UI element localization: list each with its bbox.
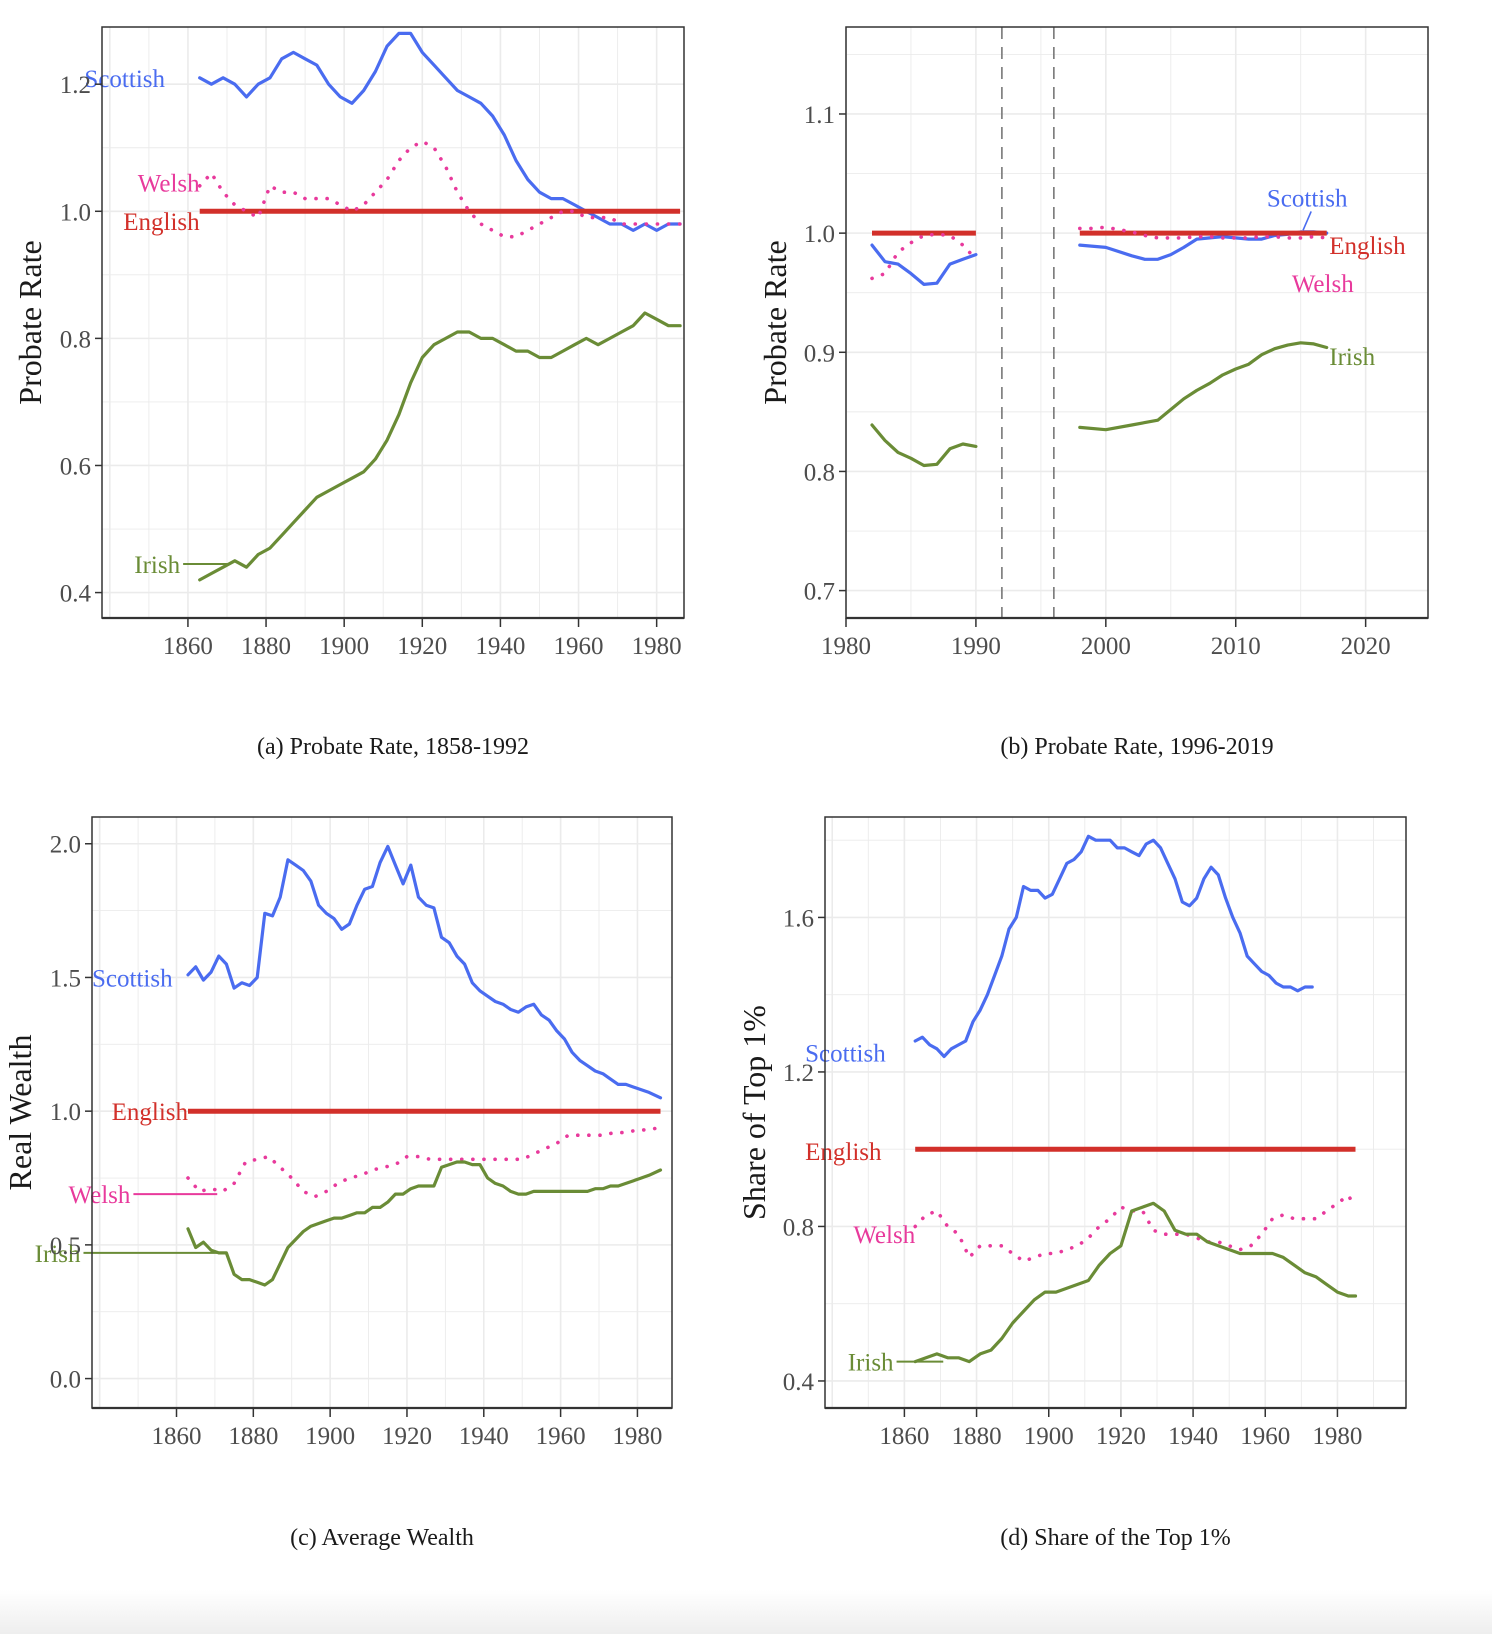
series-label-english: English [112,1099,189,1126]
series-label-irish: Irish [1329,344,1375,371]
x-tick-label: 1900 [1024,1423,1074,1450]
y-axis-title: Probate Rate [757,240,793,404]
x-tick-label: 1980 [821,633,871,660]
series-line-irish [186,1160,663,1287]
x-tick-label: 2020 [1341,633,1391,660]
y-tick-label: 1.0 [60,199,91,226]
x-tick-label: 1940 [1168,1423,1218,1450]
y-tick-label: 0.6 [60,453,91,480]
series-line-scottish [186,844,663,1100]
x-tick-label: 1900 [305,1423,355,1450]
series-label-welsh: Welsh [69,1182,131,1209]
x-tick-label: 2000 [1081,633,1131,660]
x-tick-label: 1980 [632,633,682,660]
x-tick-label: 1940 [475,633,525,660]
x-tick-label: 1860 [152,1423,202,1450]
x-tick-label: 1920 [397,633,447,660]
panel-caption: (b) Probate Rate, 1996-2019 [1000,734,1273,760]
x-tick-label: 1920 [382,1423,432,1450]
series-label-irish: Irish [848,1350,894,1377]
x-tick-label: 2010 [1211,633,1261,660]
series-line-irish [1078,341,1329,432]
plot-background [846,27,1428,618]
x-tick-label: 1940 [459,1423,509,1450]
page-footer-shade [0,1590,1492,1634]
x-tick-label: 1900 [319,633,369,660]
y-tick-label: 1.0 [50,1099,81,1126]
series-line-irish [913,1201,1358,1364]
series-line-scottish [198,31,682,232]
x-tick-label: 1960 [1240,1423,1290,1450]
y-tick-label: 0.5 [50,1233,81,1260]
y-tick-label: 0.8 [60,326,91,353]
panel-caption: (c) Average Wealth [290,1525,474,1551]
series-label-english: English [805,1139,882,1166]
panel-b: Scottish English Welsh Irish 1980 1990 2000 201… [757,26,1429,760]
series-label-welsh: Welsh [138,171,200,198]
plot-background [102,27,684,618]
y-tick-label: 0.7 [804,579,835,606]
y-axis-title: Share of Top 1% [736,1005,772,1220]
series-label-irish: Irish [35,1241,81,1268]
y-tick-label: 0.9 [804,340,835,367]
series-line-welsh [870,232,978,281]
panel-caption: (a) Probate Rate, 1858-1992 [257,734,529,760]
x-tick-label: 1880 [952,1423,1002,1450]
y-tick-label: 0.4 [60,581,92,608]
x-tick-label: 1880 [228,1423,278,1450]
y-tick-label: 0.8 [804,459,835,486]
y-tick-label: 0.0 [50,1367,81,1394]
series-label-scottish: Scottish [84,66,165,93]
y-tick-label: 1.0 [804,221,835,248]
x-tick-label: 1980 [612,1423,662,1450]
x-tick-label: 1960 [536,1423,586,1450]
series-label-scottish: Scottish [1267,185,1348,212]
x-tick-label: 1880 [241,633,291,660]
series-line-welsh [186,1125,663,1199]
panel-d: Scottish English Welsh Irish 1860 1880 1900 192… [736,816,1407,1551]
panel-caption: (d) Share of the Top 1% [1000,1525,1230,1551]
y-tick-label: 1.5 [50,965,81,992]
y-tick-label: 1.1 [804,102,835,129]
series-line-scottish [913,834,1314,1059]
series-label-english: English [1329,233,1406,260]
plot-background [825,817,1406,1408]
series-label-irish: Irish [134,552,180,579]
series-line-scottish [870,243,978,286]
series-line-irish [870,423,978,468]
x-tick-label: 1980 [1312,1423,1362,1450]
panel-a: Scottish Welsh English Irish 1860 1880 1900 192… [12,26,685,760]
y-tick-label: 1.6 [783,905,814,932]
series-line-welsh [913,1193,1358,1263]
x-tick-label: 1990 [951,633,1001,660]
panel-c: Scottish English Welsh Irish 1860 1880 1900 192… [2,816,673,1551]
x-tick-label: 1920 [1096,1423,1146,1450]
label-leader-line [1302,211,1312,231]
y-tick-label: 0.4 [783,1369,815,1396]
series-label-scottish: Scottish [805,1041,886,1068]
series-label-english: English [123,209,200,236]
y-axis-title: Probate Rate [12,240,48,404]
series-line-irish [198,311,682,582]
series-label-scottish: Scottish [92,965,173,992]
y-tick-label: 1.2 [60,72,91,99]
x-tick-label: 1860 [163,633,213,660]
y-tick-label: 0.8 [783,1214,814,1241]
x-tick-label: 1960 [554,633,604,660]
y-tick-label: 2.0 [50,832,81,859]
x-tick-label: 1860 [879,1423,929,1450]
series-label-welsh: Welsh [853,1222,915,1249]
y-axis-title: Real Wealth [2,1035,38,1191]
y-tick-label: 1.2 [783,1060,814,1087]
series-label-welsh: Welsh [1292,271,1354,298]
